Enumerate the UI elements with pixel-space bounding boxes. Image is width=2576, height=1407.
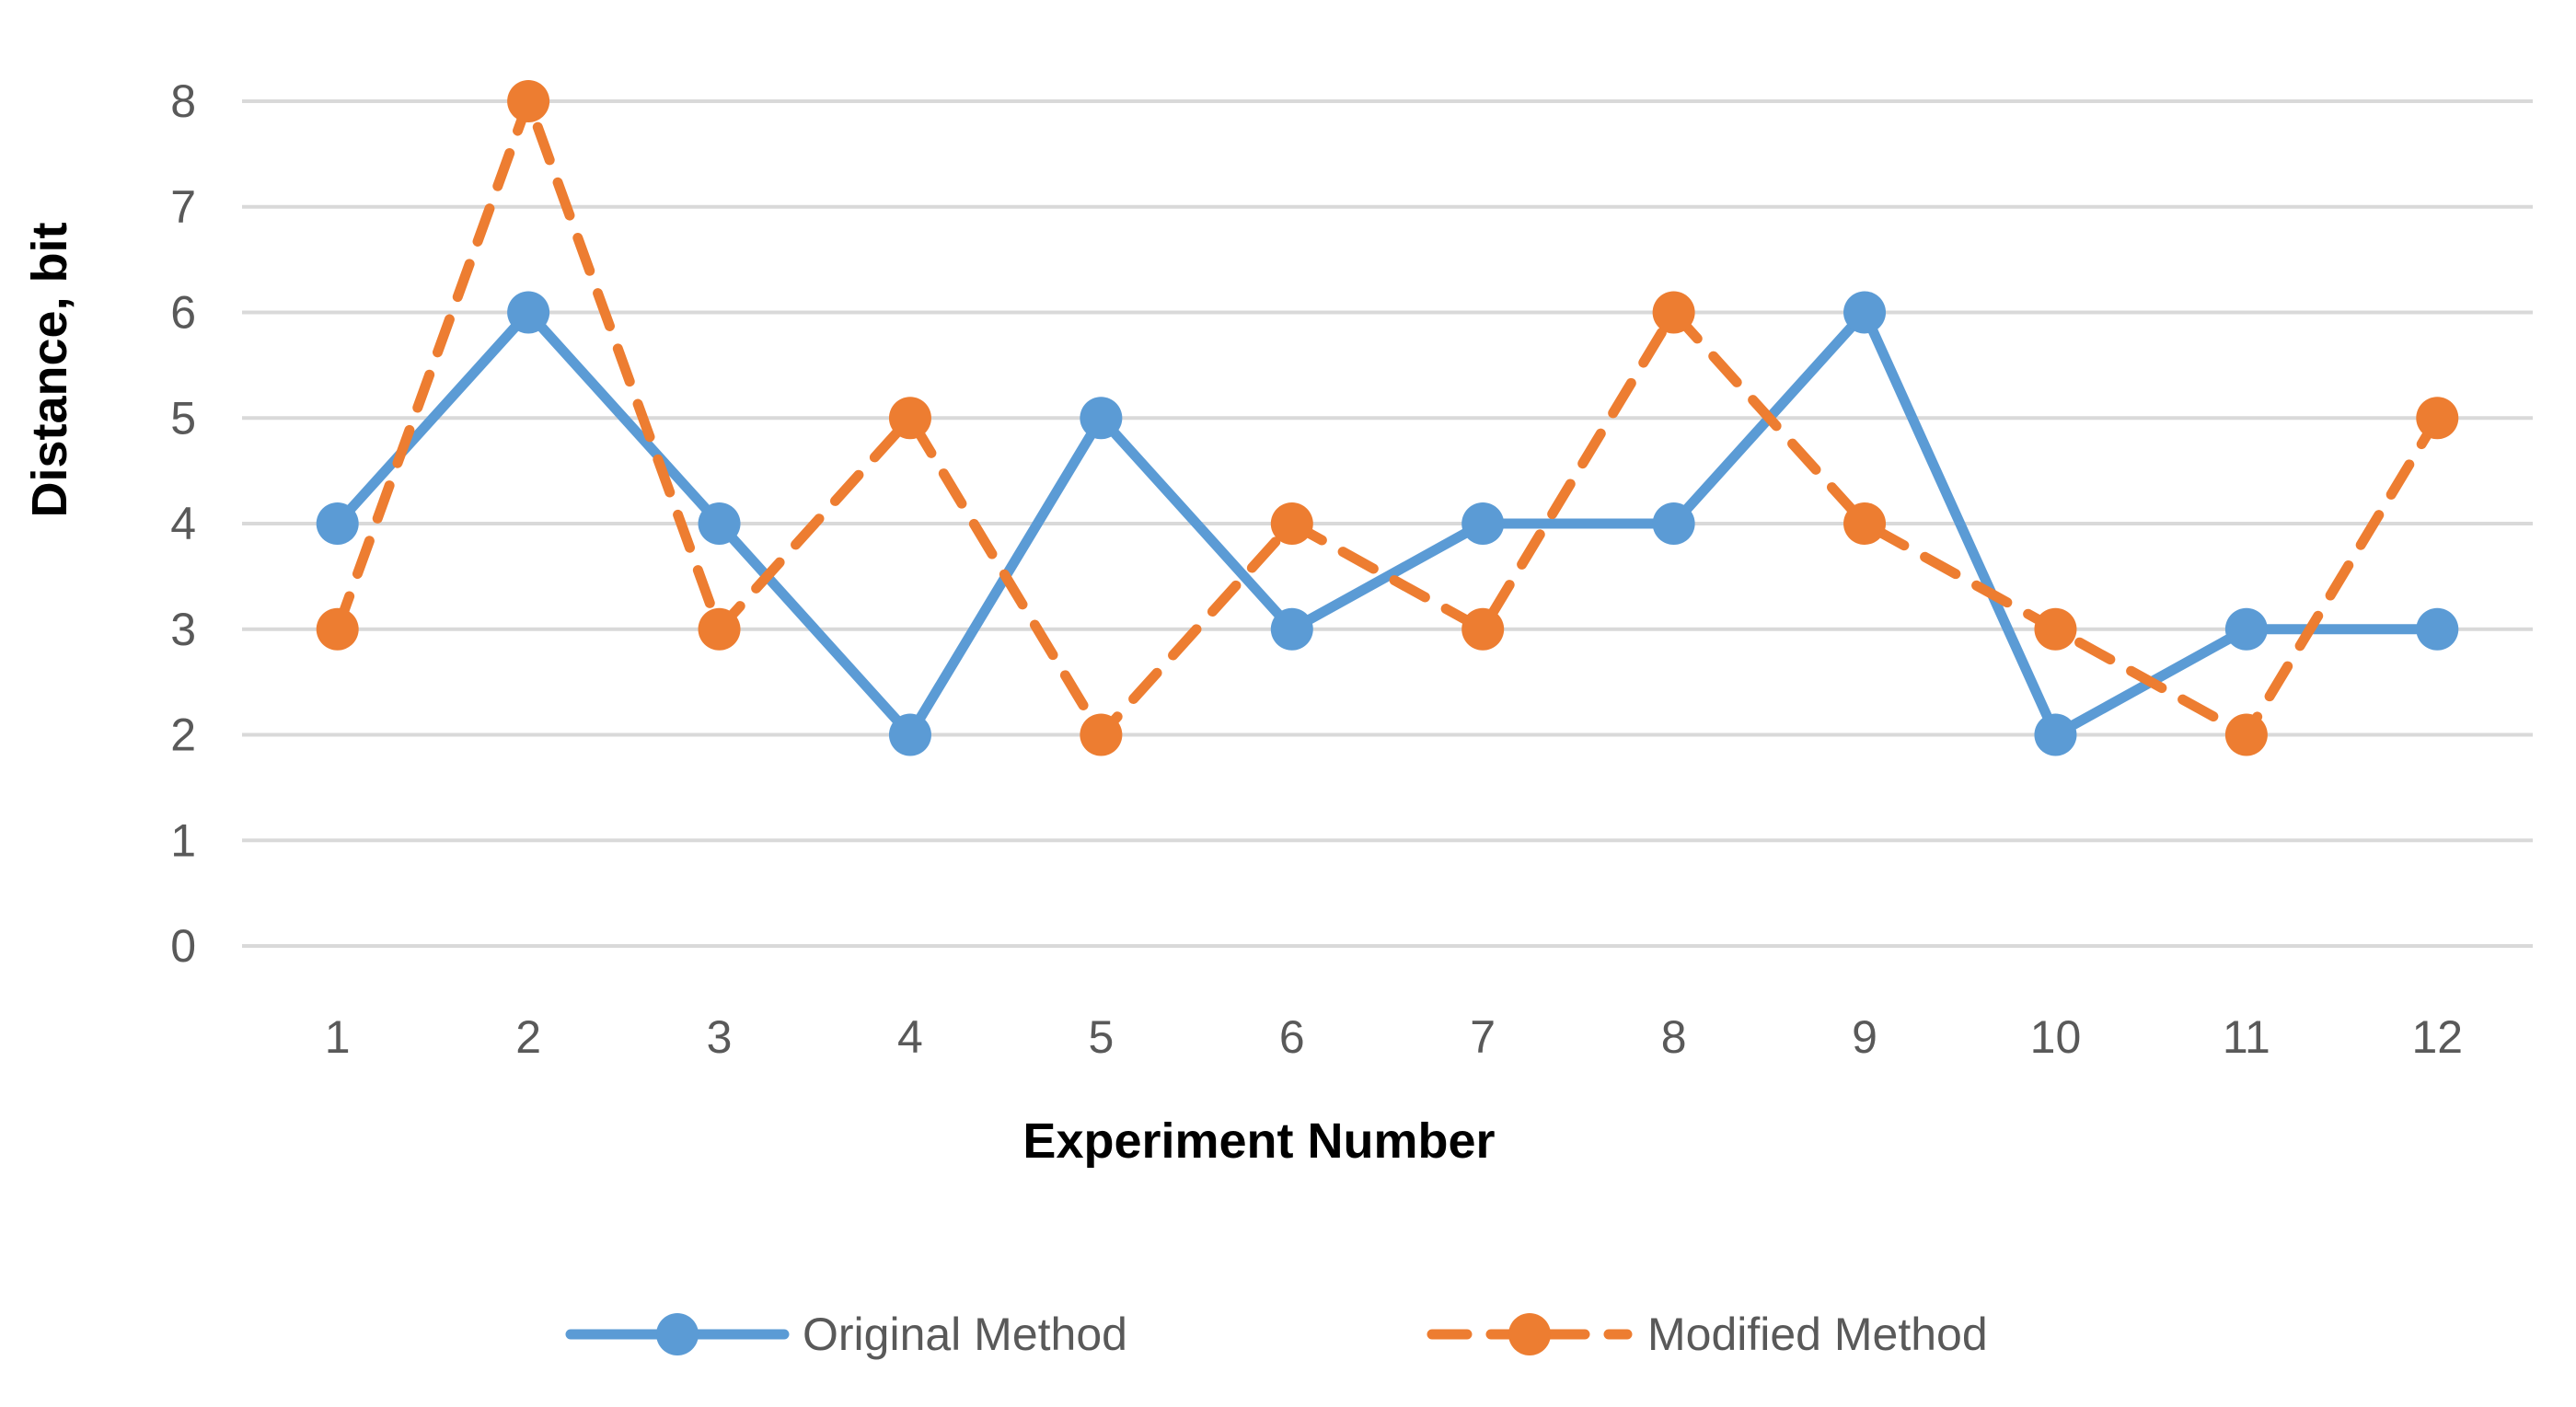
modified-method-marker xyxy=(2034,607,2077,651)
legend-original-method-swatch-marker xyxy=(656,1313,699,1355)
x-tick-label: 1 xyxy=(325,1011,351,1063)
x-tick-label: 12 xyxy=(2411,1011,2463,1063)
x-tick-label: 2 xyxy=(515,1011,541,1063)
y-tick-label: 0 xyxy=(170,920,196,972)
original-method-marker xyxy=(2416,607,2459,651)
y-tick-label: 4 xyxy=(170,498,196,549)
original-method-marker xyxy=(1843,291,1887,334)
y-tick-label: 8 xyxy=(170,75,196,127)
legend-item-modified-method: Modified Method xyxy=(1427,1309,1988,1360)
original-method-marker xyxy=(888,713,931,756)
x-tick-label: 11 xyxy=(2223,1011,2270,1063)
modified-method-marker xyxy=(698,607,741,651)
modified-method-marker xyxy=(888,397,931,440)
modified-method-marker xyxy=(1461,607,1505,651)
y-tick-label: 3 xyxy=(170,604,196,655)
modified-method-marker xyxy=(1080,713,1123,756)
x-tick-label: 3 xyxy=(707,1011,733,1063)
modified-method-line xyxy=(332,96,2443,740)
x-tick-label: 10 xyxy=(2030,1011,2082,1063)
modified-method-marker xyxy=(2224,713,2268,756)
series-layer xyxy=(316,80,2459,756)
x-tick-label: 4 xyxy=(897,1011,923,1063)
original-method-marker xyxy=(2224,607,2268,651)
original-method-marker xyxy=(698,502,741,545)
y-tick-label: 7 xyxy=(170,181,196,233)
x-axis-title: Experiment Number xyxy=(1022,1113,1495,1169)
y-tick-label: 6 xyxy=(170,287,196,339)
x-tick-label: 8 xyxy=(1661,1011,1687,1063)
legend-item-original-method: Original Method xyxy=(565,1309,1127,1360)
y-tick-label: 2 xyxy=(170,709,196,761)
modified-method-marker xyxy=(2416,397,2459,440)
series-original-method xyxy=(316,291,2459,756)
modified-method-marker xyxy=(507,80,550,122)
x-tick-label: 6 xyxy=(1279,1011,1305,1063)
legend-modified-method-label: Modified Method xyxy=(1647,1309,1988,1360)
original-method-line xyxy=(332,307,2443,740)
legend: Original Method Modified Method xyxy=(565,1309,1988,1360)
original-method-marker xyxy=(1461,502,1505,545)
x-tick-label: 9 xyxy=(1852,1011,1877,1063)
x-tick-label: 5 xyxy=(1088,1011,1114,1063)
modified-method-marker xyxy=(1843,502,1887,545)
original-method-marker xyxy=(2034,713,2077,756)
original-method-marker xyxy=(1652,502,1695,545)
y-axis-title: Distance, bit xyxy=(22,222,77,517)
gridlines xyxy=(242,99,2533,948)
original-method-marker xyxy=(1080,397,1123,440)
y-tick-label: 1 xyxy=(170,814,196,866)
modified-method-marker xyxy=(1270,502,1313,545)
x-tick-label: 7 xyxy=(1470,1011,1496,1063)
modified-method-marker xyxy=(1652,291,1695,334)
modified-method-marker xyxy=(316,607,359,651)
series-modified-method xyxy=(316,80,2459,756)
legend-original-method-label: Original Method xyxy=(803,1309,1127,1360)
original-method-marker xyxy=(507,291,550,334)
y-tick-label: 5 xyxy=(170,392,196,444)
original-method-marker xyxy=(316,502,359,545)
original-method-marker xyxy=(1270,607,1313,651)
legend-modified-method-swatch-marker xyxy=(1508,1313,1551,1355)
